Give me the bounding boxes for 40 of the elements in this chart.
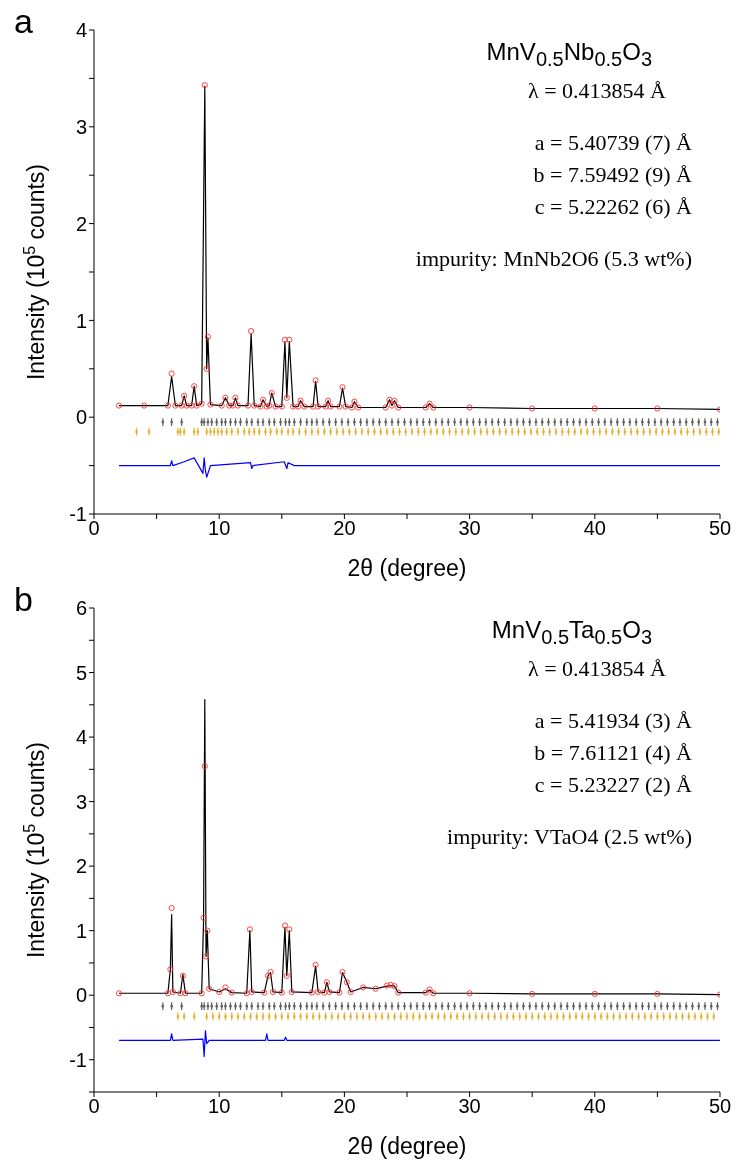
y-tick-label: 4 [75,726,87,749]
x-axis-title: 2θ (degree) [347,1133,467,1159]
annotation: λ = 0.413854 Å [527,654,666,683]
x-tick-label: 30 [458,517,481,540]
annotation: a = 5.40739 (7) Å [533,128,692,157]
annotation: b = 7.61121 (4) Å [533,738,692,767]
x-tick-label: 20 [333,517,356,540]
x-tick-label: 50 [708,1095,732,1118]
y-tick-label: -1 [69,1048,87,1071]
annotation: MnV$_{0.5}$Nb$_{0.5}$O$_{3}$ [485,37,652,72]
annotation: impurity: MnNb2O6 (5.3 wt%) [415,244,692,273]
y-tick-label: 6 [75,597,87,620]
x-tick-label: 10 [208,517,231,540]
annotation: c = 5.23227 (2) Å [533,770,692,799]
annotation: impurity: VTaO4 (2.5 wt%) [447,822,692,851]
annotation: MnV$_{0.5}$Ta$_{0.5}$O$_{3}$ [490,615,652,650]
y-tick-label: 2 [75,212,87,235]
x-tick-label: 20 [333,1095,356,1118]
chart-title: b [14,580,33,619]
x-axis-title: 2θ (degree) [347,555,467,581]
annotation: a = 5.41934 (3) Å [533,706,692,735]
x-tick-label: 10 [208,1095,231,1118]
y-tick-label: 1 [75,919,87,942]
y-tick-label: -1 [69,503,87,526]
annotation: λ = 0.413854 Å [527,76,666,105]
y-tick-label: 0 [75,984,87,1007]
y-tick-label: 3 [75,115,87,138]
annotation: c = 5.22262 (6) Å [533,192,692,221]
y-tick-label: 5 [75,661,87,684]
chart-title: a [14,2,33,41]
y-tick-label: 0 [75,406,87,429]
y-tick-label: 1 [75,309,87,332]
y-tick-label: 4 [75,19,87,42]
x-tick-label: 40 [583,517,606,540]
x-tick-label: 50 [708,517,732,540]
y-tick-label: 2 [75,855,87,878]
x-tick-label: 30 [458,1095,481,1118]
x-tick-label: 40 [583,1095,606,1118]
y-tick-label: 3 [75,790,87,813]
annotation: b = 7.59492 (9) Å [532,160,692,189]
